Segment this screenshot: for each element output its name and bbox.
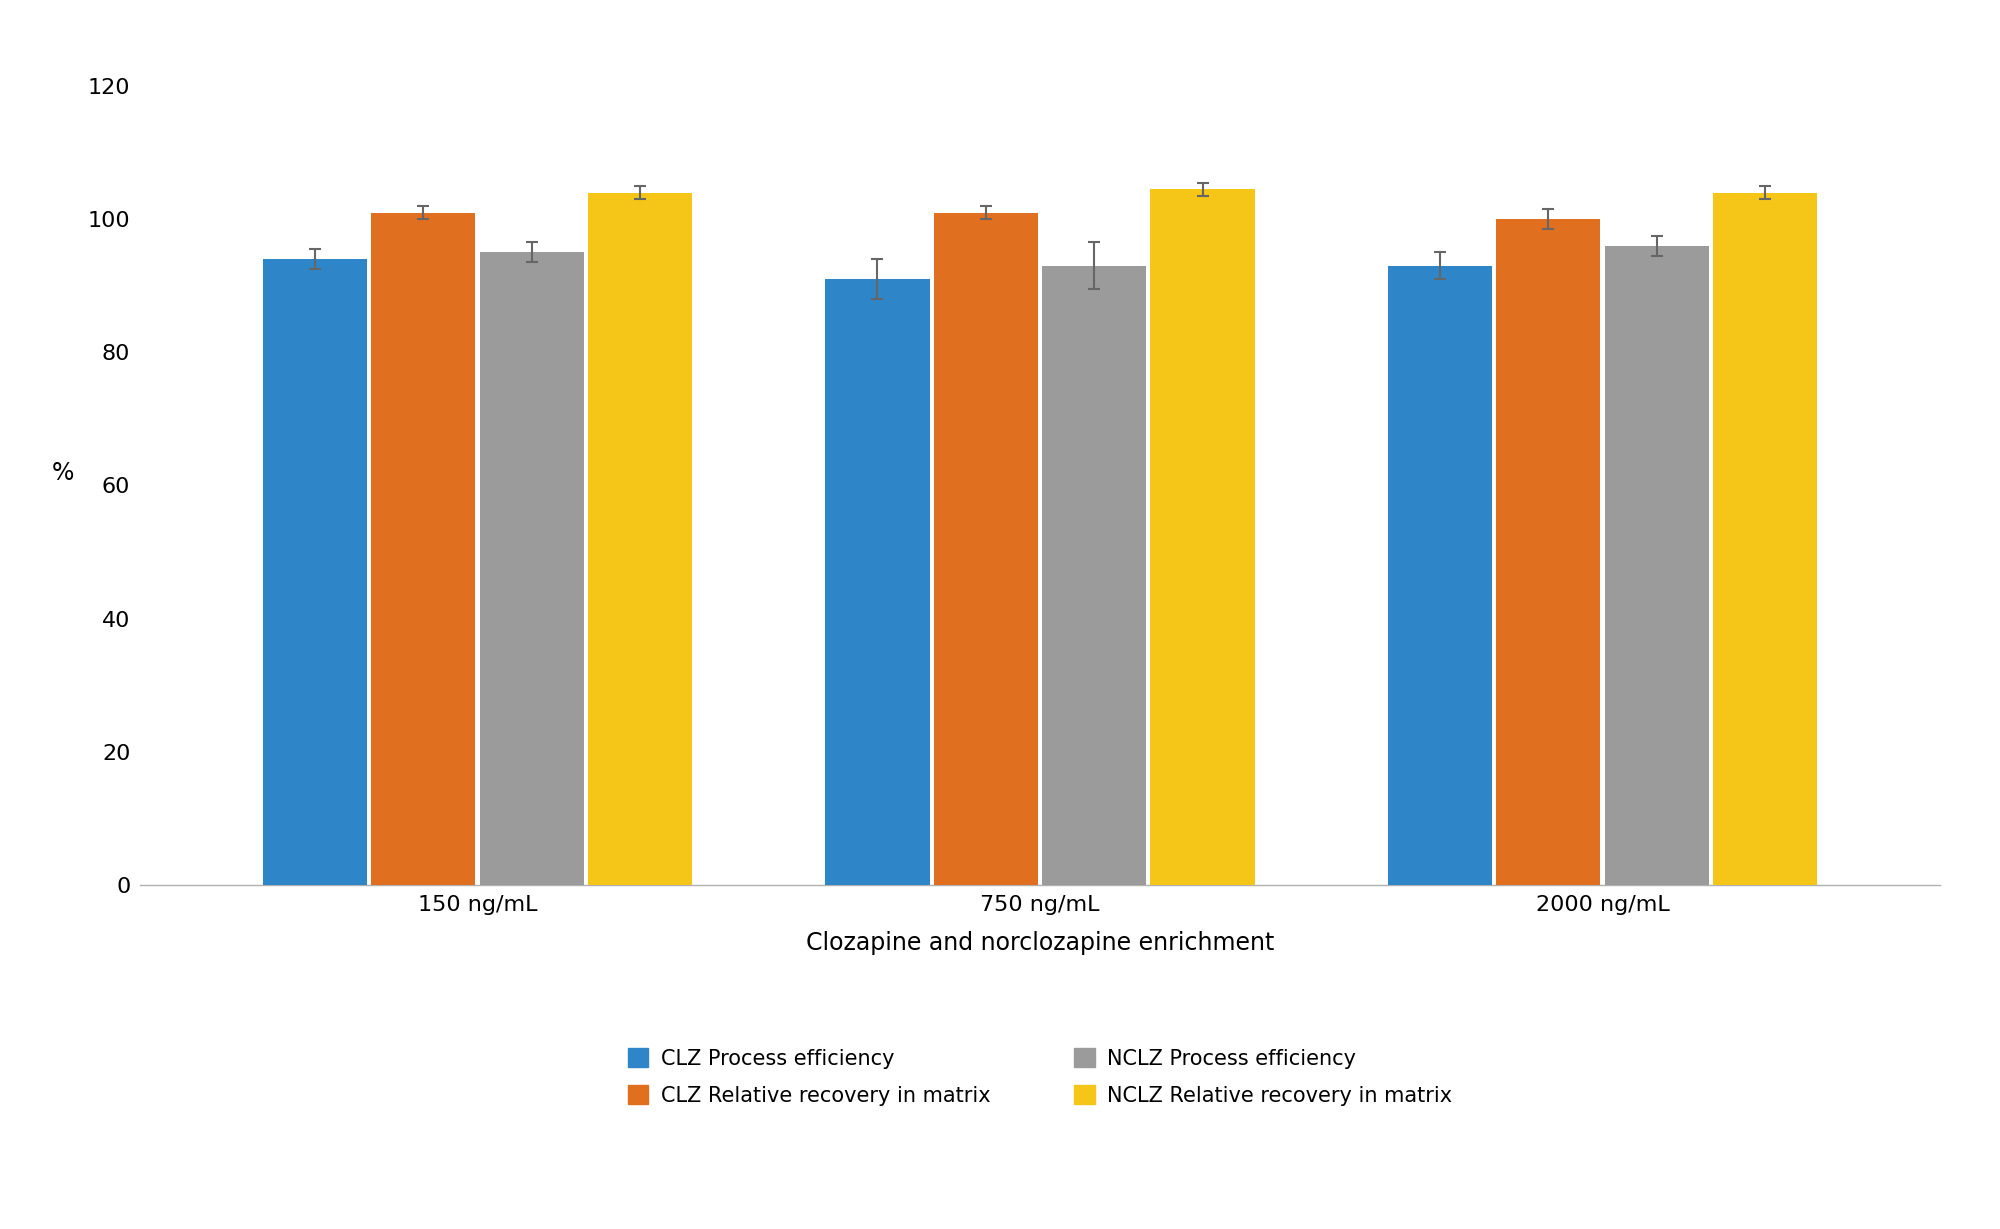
Legend: CLZ Process efficiency, CLZ Relative recovery in matrix, NCLZ Process efficiency: CLZ Process efficiency, CLZ Relative rec… (620, 1040, 1460, 1115)
X-axis label: Clozapine and norclozapine enrichment: Clozapine and norclozapine enrichment (806, 932, 1274, 955)
Bar (1604, 246, 1708, 885)
Bar (372, 213, 476, 885)
Bar (934, 213, 1038, 885)
Bar (1388, 265, 1492, 885)
Bar (480, 252, 584, 885)
Bar (1496, 219, 1600, 885)
Bar (1150, 189, 1254, 885)
Bar (262, 259, 368, 885)
Y-axis label: %: % (52, 461, 74, 485)
Bar (826, 279, 930, 885)
Bar (1712, 193, 1818, 885)
Bar (1042, 265, 1146, 885)
Bar (588, 193, 692, 885)
